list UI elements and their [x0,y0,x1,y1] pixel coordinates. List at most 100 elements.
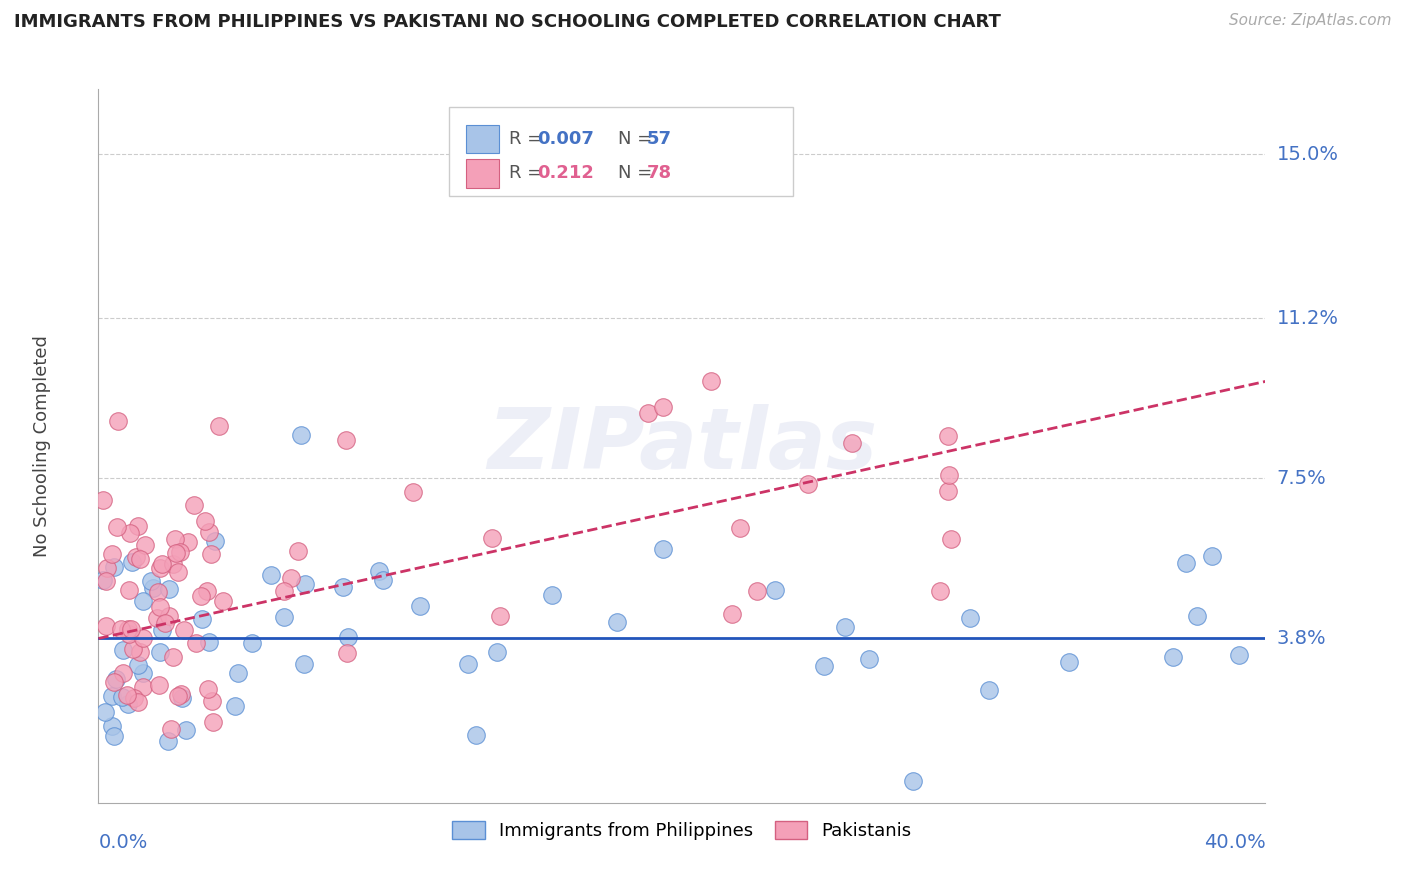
Point [335,433,357,447]
Text: 0.007: 0.007 [537,130,595,148]
Point [115,688,138,702]
Point [111,690,134,704]
Point [159,722,181,736]
Point [100,547,122,561]
Point [541,588,564,602]
Point [167,565,190,579]
Point [157,608,180,623]
Point [132,680,155,694]
Point [103,560,125,574]
Point [1175,557,1198,571]
Point [165,546,187,560]
Point [1163,650,1185,665]
Point [149,645,172,659]
Point [191,612,214,626]
Point [959,611,981,625]
Point [858,651,880,665]
Point [652,542,675,557]
Point [177,535,200,549]
Text: 40.0%: 40.0% [1204,833,1265,853]
Point [146,585,169,599]
Point [122,691,145,706]
Point [105,520,128,534]
Point [149,560,172,574]
Point [763,583,786,598]
Point [371,573,394,587]
Text: Source: ZipAtlas.com: Source: ZipAtlas.com [1229,13,1392,29]
Point [721,607,744,622]
Text: N =: N = [617,164,658,182]
Point [170,687,193,701]
Point [169,545,191,559]
Point [273,609,295,624]
Point [1185,609,1208,624]
Text: 78: 78 [647,164,672,182]
Point [197,525,219,540]
Point [197,681,219,696]
Point [170,691,193,706]
Point [121,555,143,569]
Point [489,608,512,623]
Point [409,599,432,613]
Point [117,697,139,711]
Point [292,657,315,672]
Point [208,418,231,433]
Point [728,521,751,535]
Point [120,623,142,637]
Point [128,645,150,659]
Point [197,635,219,649]
Point [637,406,659,420]
Point [294,577,316,591]
Point [287,544,309,558]
Point [150,623,173,637]
Point [101,719,124,733]
Point [903,774,925,789]
Point [280,570,302,584]
Point [156,734,179,748]
Text: No Schooling Completed: No Schooling Completed [34,335,52,557]
Point [813,659,835,673]
Point [337,630,360,644]
Point [174,723,197,738]
Point [183,498,205,512]
Point [107,414,129,428]
Point [368,564,391,578]
Point [118,627,141,641]
Text: 0.212: 0.212 [537,164,595,182]
Point [94,705,117,719]
Text: N =: N = [617,130,658,148]
Point [94,574,117,589]
Point [94,618,117,632]
Point [148,678,170,692]
Point [195,583,218,598]
Point [240,636,263,650]
Point [139,574,162,588]
Bar [465,159,499,187]
Point [224,698,246,713]
Text: ZIPatlas: ZIPatlas [486,404,877,488]
Point [162,557,184,571]
Point [928,583,950,598]
Point [132,631,155,645]
Point [118,525,141,540]
Point [481,531,503,545]
Point [936,484,959,499]
Point [936,429,959,443]
FancyBboxPatch shape [449,107,793,196]
Point [110,623,132,637]
Point [290,428,312,442]
Point [834,620,856,634]
Point [101,689,124,703]
Point [132,593,155,607]
Point [200,547,222,561]
Point [111,643,134,657]
Point [96,561,118,575]
Point [149,599,172,614]
Point [699,374,721,388]
Point [127,658,149,673]
Point [146,611,169,625]
Point [111,666,134,681]
Point [132,666,155,681]
Point [105,672,128,686]
Point [336,646,359,660]
